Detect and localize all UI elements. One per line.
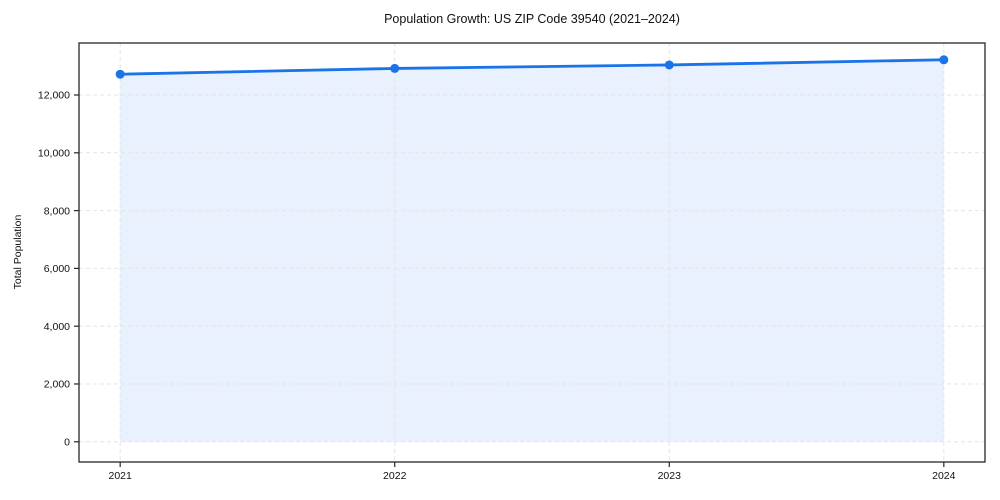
series-area-fill	[120, 59, 944, 442]
y-tick-label: 12,000	[38, 90, 70, 102]
y-tick-label: 6,000	[44, 263, 70, 275]
y-tick-label: 2,000	[44, 379, 70, 391]
y-tick-label: 0	[64, 436, 70, 448]
chart-title: Population Growth: US ZIP Code 39540 (20…	[384, 12, 680, 26]
x-tick-label: 2023	[658, 470, 682, 482]
y-tick-label: 8,000	[44, 205, 70, 217]
y-tick-label: 4,000	[44, 321, 70, 333]
y-tick-label: 10,000	[38, 147, 70, 159]
x-tick-label: 2021	[109, 470, 133, 482]
series-line	[118, 58, 946, 76]
x-tick-label: 2024	[932, 470, 956, 482]
x-tick-label: 2022	[383, 470, 407, 482]
data-point-2023	[664, 60, 674, 70]
data-point-2024	[939, 55, 949, 65]
data-point-2022	[390, 63, 400, 73]
data-point-2021	[115, 69, 125, 79]
plot-border	[78, 42, 986, 463]
